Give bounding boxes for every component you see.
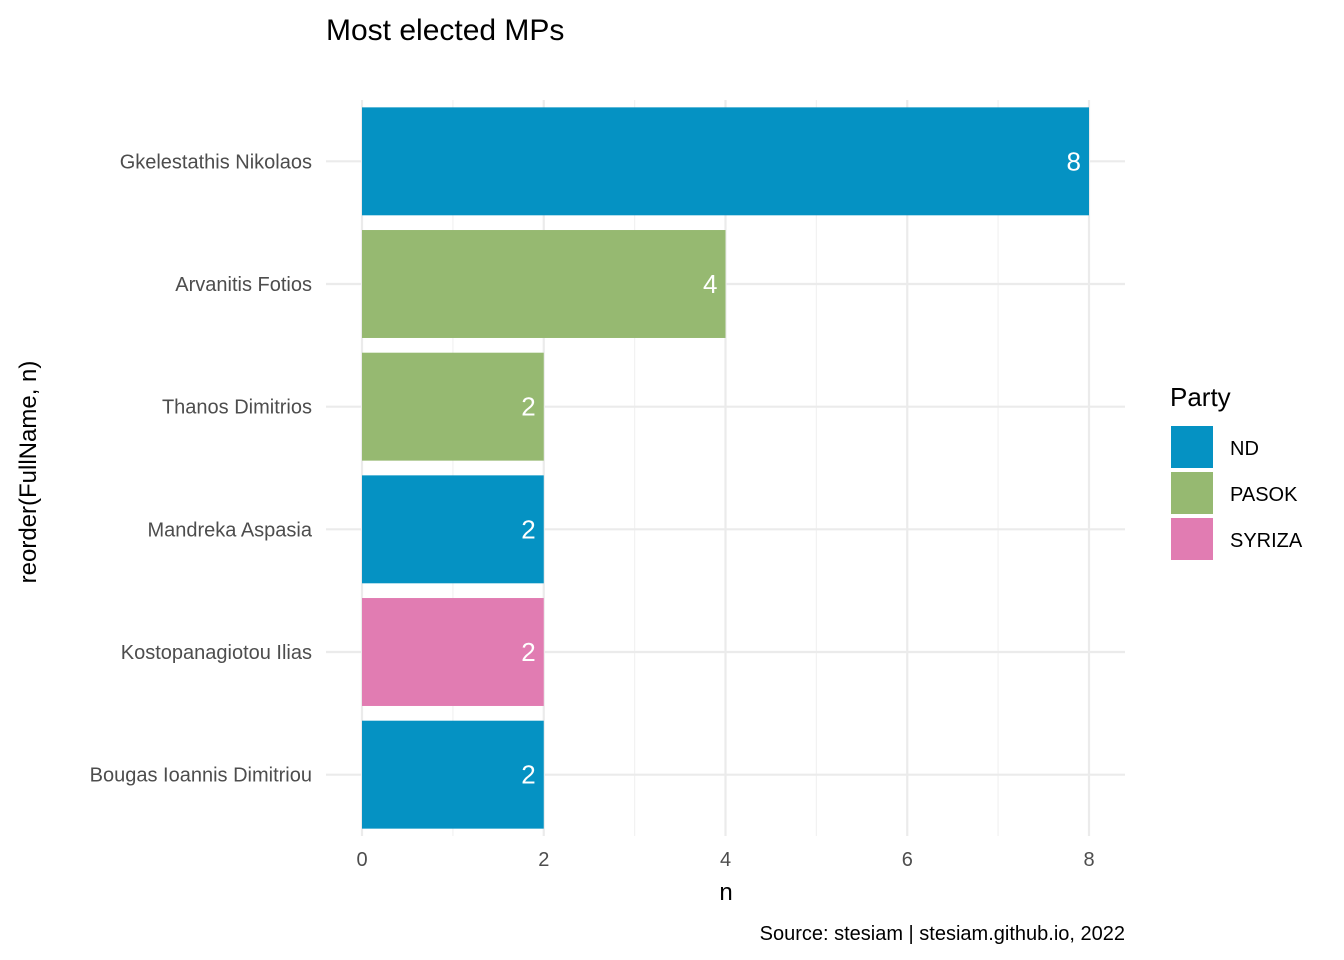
y-tick-label: Arvanitis Fotios — [175, 274, 312, 296]
x-axis-title: n — [719, 879, 732, 906]
bar-value-label: 4 — [703, 269, 717, 299]
bars — [362, 107, 1089, 829]
bar — [362, 720, 544, 829]
bar-value-label: 8 — [1067, 146, 1081, 176]
bar — [362, 598, 544, 706]
y-axis-title: reorder(FullName, n) — [15, 361, 42, 584]
bar — [362, 475, 544, 584]
legend-entries: ND PASOK SYRIZA — [1171, 426, 1303, 560]
y-tick-label: Bougas Ioannis Dimitriou — [90, 765, 312, 787]
bar — [362, 107, 1089, 216]
x-tick-label: 4 — [720, 849, 731, 871]
legend-label: ND — [1230, 438, 1259, 460]
legend-swatch — [1171, 472, 1213, 514]
x-tick-label: 8 — [1083, 849, 1094, 871]
bar — [362, 230, 726, 338]
y-tick-label: Kostopanagiotou Ilias — [121, 642, 312, 664]
y-tick-labels: Gkelestathis Nikolaos Arvanitis Fotios Tha… — [90, 151, 313, 786]
bar-value-label: 2 — [521, 392, 535, 422]
chart-title: Most elected MPs — [326, 14, 564, 47]
legend: Party ND PASOK SYRIZA — [1170, 382, 1303, 560]
x-tick-label: 6 — [902, 849, 913, 871]
legend-label: SYRIZA — [1230, 530, 1303, 552]
x-tick-label: 2 — [538, 849, 549, 871]
bar-value-label: 2 — [521, 514, 535, 544]
caption: Source: stesiam | stesiam.github.io, 202… — [760, 923, 1125, 945]
legend-label: PASOK — [1230, 484, 1298, 506]
bar-value-label: 2 — [521, 637, 535, 667]
bar-value-label: 2 — [521, 760, 535, 790]
bar-labels: 8 4 2 2 2 2 — [521, 146, 1081, 789]
x-tick-labels: 0 2 4 6 8 — [356, 849, 1094, 871]
bar — [362, 352, 544, 461]
x-tick-label: 0 — [356, 849, 367, 871]
legend-title: Party — [1170, 382, 1231, 412]
y-tick-label: Mandreka Aspasia — [147, 519, 312, 541]
legend-swatch — [1171, 426, 1213, 468]
legend-swatch — [1171, 518, 1213, 560]
y-tick-label: Gkelestathis Nikolaos — [120, 151, 312, 173]
y-tick-label: Thanos Dimitrios — [162, 397, 312, 419]
